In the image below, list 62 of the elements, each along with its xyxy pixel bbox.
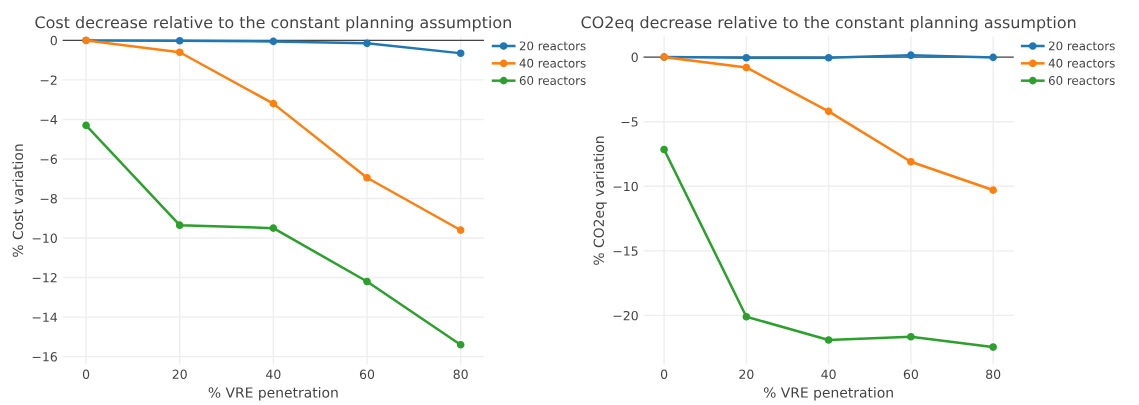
point: [456, 49, 465, 58]
x-tick-label: 60: [903, 369, 919, 380]
y-tick-label: −15: [613, 246, 638, 256]
point: [82, 121, 90, 130]
point: [363, 173, 371, 182]
point: [742, 312, 751, 321]
point: [660, 145, 668, 154]
y-tick-label: −16: [32, 352, 57, 362]
point: [907, 51, 915, 59]
y-tick-label: −12: [32, 273, 57, 283]
point: [456, 226, 465, 234]
point: [989, 53, 997, 62]
chart-title: CO2eq decrease relative to the constant planning assumption: [581, 15, 1076, 32]
y-tick-label: −14: [32, 312, 58, 322]
point: [175, 221, 184, 229]
x-tick-label: 80: [453, 369, 468, 380]
legend-label: 60 reactors: [1048, 76, 1115, 85]
point: [175, 36, 184, 45]
x-tick-label: 0: [82, 369, 90, 380]
point: [456, 340, 465, 349]
x-axis-title: % VRE penetration: [763, 387, 893, 401]
x-tick-label: 60: [359, 369, 375, 380]
x-tick-label: 40: [821, 369, 836, 380]
y-axis-title: % CO2eq variation: [593, 136, 607, 265]
x-tick-label: 20: [172, 369, 187, 380]
point: [363, 39, 371, 48]
chart-title: Cost decrease relative to the constant planning assumption: [35, 15, 511, 32]
legend-label: 20 reactors: [519, 41, 586, 51]
y-tick-label: −5: [621, 117, 638, 127]
y-tick-label: −10: [32, 233, 57, 243]
y-tick-label: −20: [613, 310, 638, 321]
point: [269, 99, 278, 108]
point: [907, 157, 915, 166]
legend-label: 40 reactors: [519, 58, 586, 68]
point: [175, 48, 184, 57]
y-tick-label: −10: [613, 181, 638, 192]
point: [824, 53, 833, 62]
x-axis-title: % VRE penetration: [208, 387, 338, 401]
y-tick-label: 0: [631, 52, 638, 63]
y-tick-label: −4: [40, 115, 58, 125]
point: [363, 277, 371, 286]
y-tick-label: −8: [40, 193, 57, 204]
legend-label: 20 reactors: [1048, 41, 1115, 51]
point: [269, 224, 278, 232]
point: [742, 53, 751, 62]
y-tick-label: −6: [40, 154, 57, 164]
legend-label: 40 reactors: [1048, 58, 1115, 68]
point: [824, 107, 833, 116]
point: [907, 332, 915, 341]
x-tick-label: 0: [660, 369, 668, 380]
point: [742, 63, 751, 72]
y-tick-label: −2: [40, 75, 57, 85]
x-tick-label: 80: [986, 369, 1001, 380]
legend-label: 60 reactors: [519, 76, 586, 85]
y-tick-label: 0: [50, 35, 57, 46]
point: [824, 336, 833, 344]
point: [989, 186, 997, 194]
x-tick-label: 40: [266, 369, 281, 380]
y-axis-title: % Cost variation: [12, 144, 24, 257]
point: [269, 37, 278, 46]
x-tick-label: 20: [739, 369, 754, 380]
point: [989, 343, 997, 351]
